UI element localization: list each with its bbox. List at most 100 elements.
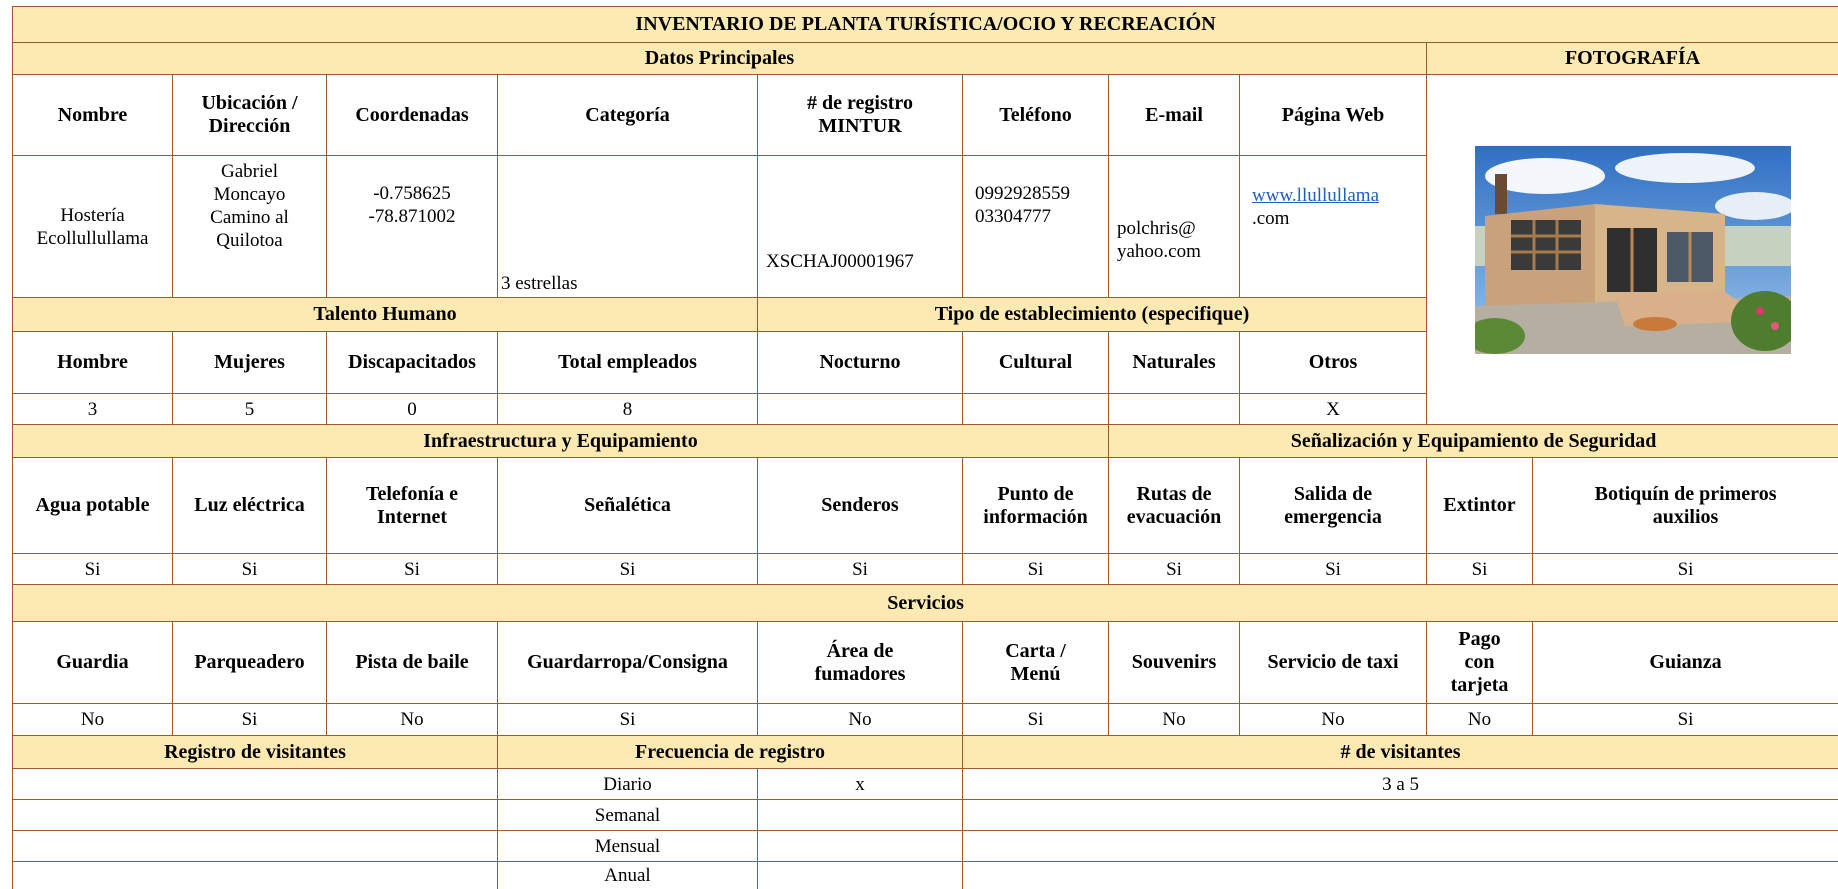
- field-value: Gabriel Moncayo Camino al Quilotoa: [172, 155, 327, 298]
- section-heading: Infraestructura y Equipamiento: [12, 424, 1109, 458]
- column-header: Rutas de evacuación: [1108, 457, 1240, 554]
- table-row: Infraestructura y Equipamiento Señalizaci…: [12, 424, 1838, 458]
- text-line: Nombre: [57, 103, 128, 126]
- text-line: Hombre: [57, 351, 128, 373]
- text-line: Ecollullullama: [36, 227, 149, 249]
- section-heading: # de visitantes: [961, 735, 1838, 769]
- text-line: Nocturno: [819, 351, 901, 373]
- text-line: Telefonía e: [365, 482, 459, 505]
- column-header: Discapacitados: [326, 331, 498, 394]
- column-header: Luz eléctrica: [172, 457, 327, 554]
- text-line: tarjeta: [1450, 674, 1509, 696]
- text-line: Página Web: [1281, 103, 1385, 126]
- text-line: Menú: [1010, 662, 1061, 685]
- section-heading: Talento Humano: [12, 297, 758, 332]
- text-line: Coordenadas: [355, 103, 469, 126]
- field-value: Si: [962, 553, 1109, 585]
- text-line: Luz eléctrica: [194, 494, 305, 516]
- text-line: Total empleados: [558, 351, 697, 373]
- column-header: Punto de información: [962, 457, 1109, 554]
- column-header: Nombre: [12, 74, 173, 156]
- text-line: Camino al: [210, 207, 289, 228]
- column-header: Souvenirs: [1108, 621, 1240, 704]
- text-line: polchris@: [1117, 217, 1196, 239]
- field-value: Si: [1426, 553, 1533, 585]
- text-line: 03304777: [975, 206, 1051, 227]
- text-line: Extintor: [1443, 494, 1516, 516]
- section-heading: Frecuencia de registro: [497, 735, 963, 769]
- web-link[interactable]: www.llullullama: [1252, 185, 1379, 206]
- column-header: Cultural: [962, 331, 1109, 394]
- text-line: Guardia: [56, 651, 129, 673]
- text-line: Salida de: [1293, 482, 1373, 505]
- text-line: Mujeres: [214, 351, 285, 373]
- column-header: Categoría: [497, 74, 758, 156]
- column-header: Área de fumadores: [757, 621, 963, 704]
- title: INVENTARIO DE PLANTA TURÍSTICA/OCIO Y RE…: [11, 6, 1838, 43]
- field-value: 3 estrellas: [497, 155, 758, 298]
- column-header: Coordenadas: [326, 74, 498, 156]
- field-value: Si: [757, 553, 963, 585]
- text-line: -78.871002: [368, 206, 456, 227]
- text-line: Quilotoa: [216, 230, 283, 251]
- text-line: XSCHAJ00001967: [766, 251, 914, 272]
- text-line: Servicio de taxi: [1267, 651, 1399, 673]
- section-heading: Registro de visitantes: [12, 735, 498, 769]
- table-row: Datos Principales FOTOGRAFÍA: [12, 42, 1838, 75]
- column-header: Ubicación / Dirección: [172, 74, 327, 156]
- column-header: Hombre: [12, 331, 173, 394]
- column-header: Guianza: [1531, 621, 1838, 704]
- table-row: Talento Humano Tipo de establecimiento (e…: [12, 297, 1838, 332]
- inventory-table: INVENTARIO DE PLANTA TURÍSTICA/OCIO Y RE…: [11, 6, 1838, 889]
- photo-cell: [1425, 74, 1838, 425]
- visitor-count: [961, 830, 1838, 862]
- empty-cell: [12, 861, 498, 889]
- text-line: Botiquín de primeros: [1594, 482, 1777, 505]
- text-line: con: [1464, 651, 1495, 673]
- column-header: Mujeres: [172, 331, 327, 394]
- text-line: 0992928559: [975, 183, 1070, 204]
- frequency-label: Semanal: [497, 799, 758, 831]
- visitor-count: [961, 861, 1838, 889]
- text-line: MINTUR: [818, 115, 902, 137]
- text-line: Hostería: [60, 204, 125, 226]
- frequency-label: Anual: [497, 861, 758, 889]
- column-header: Telefonía e Internet: [326, 457, 498, 554]
- column-header: Total empleados: [497, 331, 758, 394]
- column-header: Guardarropa/Consigna: [497, 621, 758, 704]
- column-header: Guardia: [12, 621, 173, 704]
- text-line: .com: [1252, 208, 1290, 229]
- table-row: Mensual: [12, 830, 1838, 862]
- column-header: Agua potable: [12, 457, 173, 554]
- field-value: Hostería Ecollullullama: [12, 155, 173, 298]
- text-line: Naturales: [1132, 351, 1216, 373]
- text-line: Parqueadero: [194, 651, 305, 673]
- text-line: Rutas de: [1136, 482, 1212, 505]
- field-value: Si: [1239, 553, 1427, 585]
- text-line: Cultural: [998, 351, 1073, 373]
- column-header: Página Web: [1239, 74, 1427, 156]
- frequency-label: Mensual: [497, 830, 758, 862]
- frequency-mark: [757, 861, 963, 889]
- field-value: No: [12, 703, 173, 736]
- empty-cell: [12, 768, 498, 800]
- column-header: Pago con tarjeta: [1426, 621, 1533, 704]
- table-row: Hostería Ecollullullama Gabriel Moncayo Cami…: [12, 155, 1838, 298]
- text-line: -0.758625: [373, 183, 451, 204]
- field-value: [1108, 393, 1240, 425]
- column-header: Servicio de taxi: [1239, 621, 1427, 704]
- field-value: No: [1239, 703, 1427, 736]
- column-header: Parqueadero: [172, 621, 327, 704]
- text-line: auxilios: [1652, 505, 1719, 528]
- table-body: INVENTARIO DE PLANTA TURÍSTICA/OCIO Y RE…: [11, 6, 1838, 889]
- text-line: información: [983, 505, 1088, 528]
- text-line: Discapacitados: [348, 351, 476, 373]
- empty-cell: [12, 799, 498, 831]
- text-line: E-mail: [1145, 103, 1203, 126]
- field-value: Si: [497, 703, 758, 736]
- text-line: yahoo.com: [1117, 240, 1201, 262]
- table-row: Anual: [12, 861, 1838, 889]
- field-value: -0.758625 -78.871002: [326, 155, 498, 298]
- column-header: Carta / Menú: [962, 621, 1109, 704]
